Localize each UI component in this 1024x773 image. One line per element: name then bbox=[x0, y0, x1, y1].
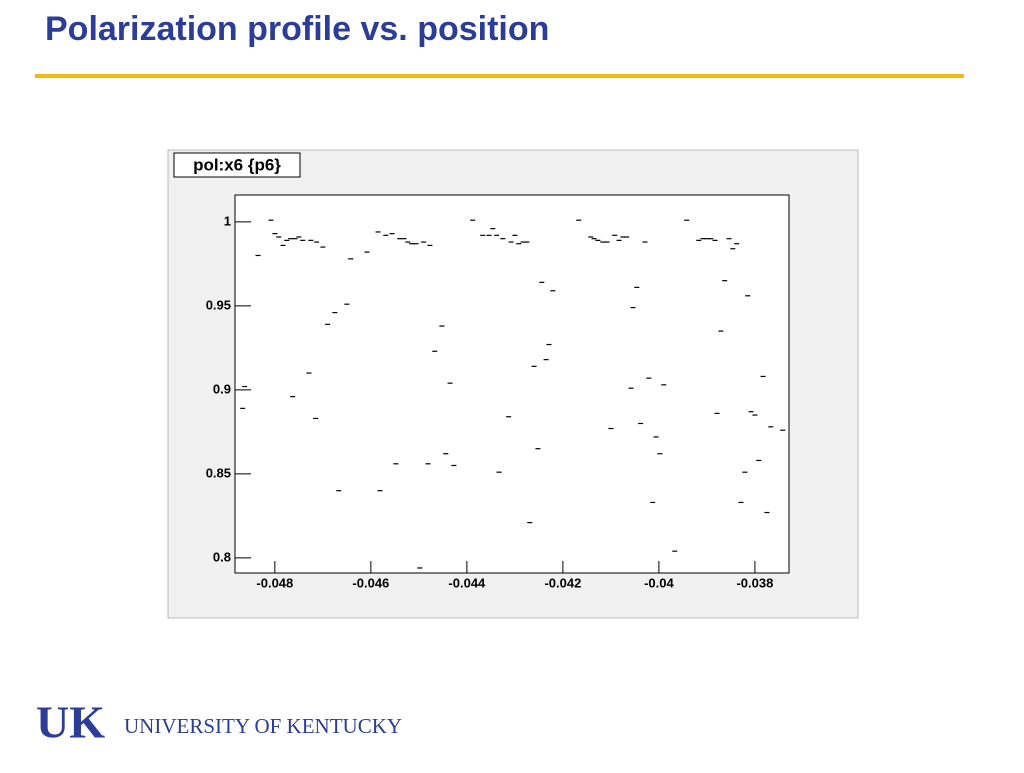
x-tick-label: -0.044 bbox=[448, 575, 486, 590]
y-tick-label: 1 bbox=[224, 213, 231, 228]
plot-title: pol:x6 {p6} bbox=[193, 155, 281, 174]
divider bbox=[35, 74, 964, 78]
plot-frame bbox=[234, 194, 790, 574]
y-tick-label: 0.85 bbox=[206, 465, 231, 480]
x-tick-label: -0.046 bbox=[352, 575, 389, 590]
x-tick-label: -0.038 bbox=[736, 575, 773, 590]
x-tick-label: -0.04 bbox=[644, 575, 674, 590]
x-tick-label: -0.048 bbox=[256, 575, 293, 590]
y-tick-label: 0.95 bbox=[206, 297, 231, 312]
logo-text: UNIVERSITY OF KENTUCKY bbox=[124, 714, 402, 738]
y-tick-label: 0.8 bbox=[213, 549, 231, 564]
plot-area: -0.048 -0.046 -0.044 -0.042 -0.04 -0.038 0.8 0.… bbox=[206, 213, 786, 590]
x-tick-label: -0.042 bbox=[544, 575, 581, 590]
y-tick-label: 0.9 bbox=[213, 381, 231, 396]
plot-title-box bbox=[173, 152, 301, 178]
slide-title: Polarization profile vs. position bbox=[45, 10, 549, 48]
logo-mark: UK bbox=[36, 697, 105, 748]
